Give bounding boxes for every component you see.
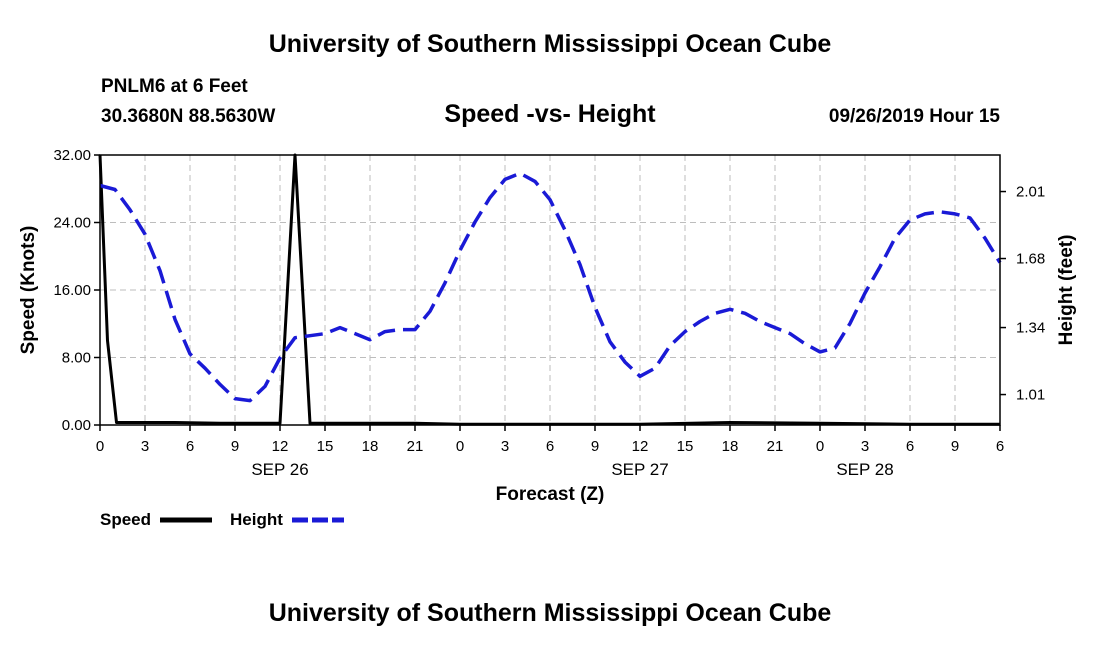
footer-title: University of Southern Mississippi Ocean… — [268, 599, 832, 627]
page-title: University of Southern Mississippi Ocean… — [268, 30, 832, 58]
x-tick-label: 15 — [317, 438, 334, 455]
x-tick-label: 12 — [272, 438, 289, 455]
legend: Speed Height — [100, 510, 344, 529]
station-coordinates: 30.3680N 88.5630W — [101, 106, 276, 127]
x-tick-label: 6 — [996, 438, 1004, 455]
series-layer — [98, 153, 1002, 426]
x-tick-label: 0 — [456, 438, 464, 455]
x-tick-label: 0 — [816, 438, 824, 455]
legend-height-label: Height — [230, 510, 283, 529]
x-day-label: SEP 28 — [836, 460, 893, 479]
x-tick-label: 3 — [501, 438, 509, 455]
axes: 0 3 6 9 12 15 18 21 0 3 6 9 12 15 18 21 0 3 6 9 6 0.00 8.00 16.… — [53, 147, 1045, 479]
x-tick-label: 6 — [546, 438, 554, 455]
y2-tick-label: 1.68 — [1016, 251, 1045, 268]
y2-tick-label: 2.01 — [1016, 184, 1045, 201]
x-tick-label: 3 — [861, 438, 869, 455]
x-tick-label: 9 — [231, 438, 239, 455]
x-tick-label: 21 — [767, 438, 784, 455]
x-tick-label: 0 — [96, 438, 104, 455]
series-height-line — [99, 171, 1002, 403]
x-tick-label: 6 — [906, 438, 914, 455]
x-day-label: SEP 26 — [251, 460, 308, 479]
station-label: PNLM6 at 6 Feet — [101, 76, 248, 97]
x-tick-label: 21 — [407, 438, 424, 455]
x-axis-label: Forecast (Z) — [496, 484, 605, 505]
y-tick-label: 24.00 — [53, 215, 91, 232]
y2-axis-label: Height (feet) — [1056, 235, 1077, 346]
x-tick-label: 6 — [186, 438, 194, 455]
y-axis-label: Speed (Knots) — [18, 226, 39, 355]
x-tick-label: 3 — [141, 438, 149, 455]
x-tick-label: 12 — [632, 438, 649, 455]
x-tick-label: 9 — [951, 438, 959, 455]
y-tick-label: 16.00 — [53, 282, 91, 299]
x-tick-label: 15 — [677, 438, 694, 455]
y2-tick-label: 1.34 — [1016, 320, 1045, 337]
series-speed-line — [98, 153, 1000, 426]
forecast-timestamp: 09/26/2019 Hour 15 — [828, 106, 1000, 127]
y-tick-label: 8.00 — [62, 350, 91, 367]
legend-speed-label: Speed — [100, 510, 151, 529]
y-tick-label: 0.00 — [62, 417, 91, 434]
y-tick-label: 32.00 — [53, 147, 91, 164]
x-tick-label: 9 — [591, 438, 599, 455]
x-tick-label: 18 — [722, 438, 739, 455]
chart-title: Speed -vs- Height — [444, 100, 656, 128]
x-day-label: SEP 27 — [611, 460, 668, 479]
x-tick-label: 18 — [362, 438, 379, 455]
y2-tick-label: 1.01 — [1016, 387, 1045, 404]
